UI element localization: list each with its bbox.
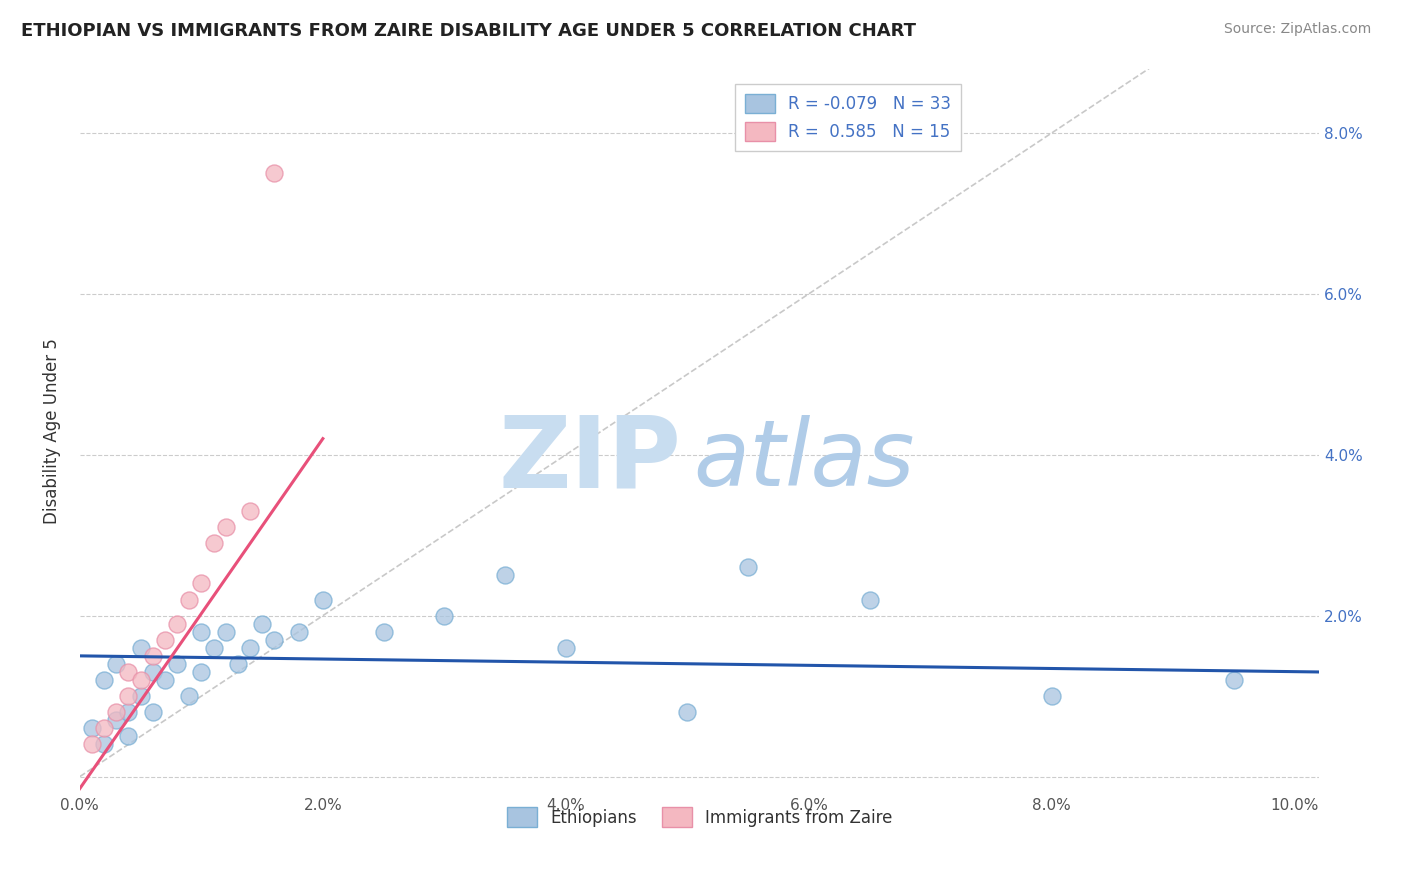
Point (166, 657, 188, 671)
Point (239, 640, 262, 655)
Point (433, 608, 456, 623)
Point (190, 576, 212, 591)
Point (190, 624, 212, 639)
Point (239, 504, 262, 518)
Point (1040, 689, 1063, 703)
Point (373, 624, 395, 639)
Point (215, 624, 238, 639)
Point (80, 721, 103, 735)
Point (202, 536, 225, 550)
Point (263, 632, 285, 647)
Point (190, 665, 212, 679)
Point (263, 166, 285, 180)
Point (117, 729, 139, 743)
Text: ZIP: ZIP (498, 411, 681, 508)
Point (202, 640, 225, 655)
Point (287, 624, 309, 639)
Point (93, 738, 115, 752)
Point (179, 592, 201, 607)
Point (858, 592, 880, 607)
Point (312, 592, 335, 607)
Text: ETHIOPIAN VS IMMIGRANTS FROM ZAIRE DISABILITY AGE UNDER 5 CORRELATION CHART: ETHIOPIAN VS IMMIGRANTS FROM ZAIRE DISAB… (21, 22, 917, 40)
Point (676, 705, 699, 719)
Point (93, 673, 115, 687)
Point (142, 648, 165, 663)
Y-axis label: Disability Age Under 5: Disability Age Under 5 (44, 338, 60, 524)
Text: Source: ZipAtlas.com: Source: ZipAtlas.com (1223, 22, 1371, 37)
Point (142, 665, 165, 679)
Point (105, 713, 128, 727)
Point (166, 616, 188, 631)
Point (250, 616, 273, 631)
Point (93, 721, 115, 735)
Text: atlas: atlas (693, 415, 915, 505)
Point (226, 657, 249, 671)
Point (153, 632, 176, 647)
Point (142, 705, 165, 719)
Point (117, 689, 139, 703)
Point (117, 705, 139, 719)
Legend: Ethiopians, Immigrants from Zaire: Ethiopians, Immigrants from Zaire (498, 799, 901, 835)
Point (215, 520, 238, 534)
Point (1223, 673, 1246, 687)
Point (737, 560, 759, 574)
Point (105, 657, 128, 671)
Point (117, 665, 139, 679)
Point (129, 689, 152, 703)
Point (179, 689, 201, 703)
Point (554, 640, 576, 655)
Point (80, 738, 103, 752)
Point (129, 640, 152, 655)
Point (153, 673, 176, 687)
Point (105, 705, 128, 719)
Point (129, 673, 152, 687)
Point (494, 568, 516, 582)
